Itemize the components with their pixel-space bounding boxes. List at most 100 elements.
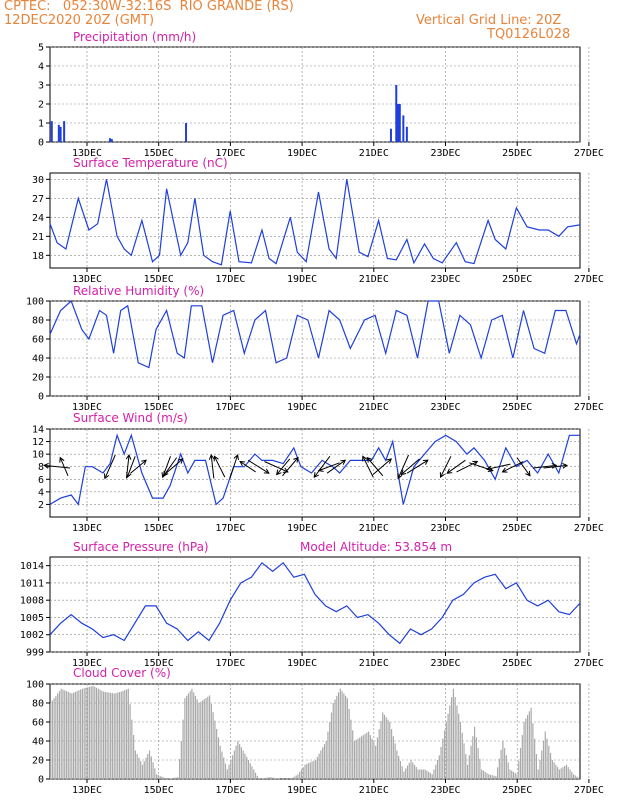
cloud-bar: [466, 764, 469, 779]
cloud-bar: [442, 738, 444, 779]
precip-title: Precipitation (mm/h): [73, 30, 196, 44]
wind-arrow-head: [282, 467, 289, 473]
cloud-bar: [472, 736, 474, 779]
precip-bar: [389, 128, 392, 142]
cloud-bar: [569, 769, 571, 779]
cloud-bar: [364, 733, 366, 779]
cloud-bar: [565, 764, 568, 779]
cloud-bar: [368, 731, 370, 779]
temp-title: Surface Temperature (nC): [73, 156, 228, 170]
cloud-bar: [88, 686, 91, 779]
cloud-bar: [343, 693, 345, 779]
wind-arrow-head: [422, 459, 429, 465]
temp-xtick-label: 23DEC: [430, 274, 460, 285]
cloud-bar: [131, 719, 133, 779]
cloud-bar: [541, 750, 543, 779]
cloud-bar: [445, 722, 447, 779]
cloud-bar: [387, 719, 389, 779]
cloud-bar: [242, 750, 244, 779]
cloud-bar: [125, 689, 128, 779]
cloud-bar: [81, 688, 83, 779]
cloud-bar: [403, 771, 405, 779]
temp-xtick-label: 27DEC: [574, 274, 604, 285]
wind-xtick-label: 25DEC: [502, 523, 532, 534]
precip-ytick-label: 5: [38, 43, 44, 54]
cloud-bar: [488, 774, 490, 779]
cloud-bar: [408, 762, 410, 779]
cloud-bar: [537, 769, 539, 779]
cloud-bar: [560, 768, 562, 779]
cloud-bar: [173, 777, 175, 779]
wind-arrow: [366, 457, 384, 477]
wind-arrow-head: [340, 459, 347, 465]
cloud-bar: [518, 761, 520, 779]
wind-arrow-head: [263, 468, 270, 474]
cloud-bar: [297, 774, 299, 779]
cloud-bar: [548, 745, 550, 779]
wind-xtick-label: 23DEC: [430, 523, 460, 534]
cloud-bar: [214, 720, 216, 779]
cloud-bar: [553, 762, 555, 779]
wind-arrow: [486, 463, 511, 470]
cloud-bar: [267, 777, 269, 779]
header-line2-right: TQ0126L028: [487, 27, 571, 42]
cloud-bar: [108, 692, 110, 779]
precip-xtick-label: 21DEC: [359, 148, 389, 159]
cloud-xtick-label: 23DEC: [430, 785, 460, 796]
cloud-bar: [542, 741, 545, 779]
cloud-bar: [562, 767, 564, 779]
cloud-bar: [371, 738, 373, 779]
cloud-bar: [309, 762, 311, 779]
cloud-bar: [187, 693, 189, 779]
press-ytick-label: 1002: [20, 630, 44, 641]
cloud-bar: [382, 712, 384, 779]
cloud-bar: [452, 688, 454, 779]
press-xtick-label: 13DEC: [72, 658, 102, 669]
wind-arrow-head: [233, 454, 240, 461]
cloud-bar: [244, 753, 246, 779]
wind-arrow-head: [213, 455, 219, 462]
cloud-bar: [159, 775, 161, 779]
cloud-bar: [419, 769, 421, 779]
press-xtick-label: 19DEC: [287, 658, 317, 669]
rh-xtick-label: 17DEC: [215, 402, 245, 413]
cloud-bar: [270, 777, 273, 779]
cloud-bar: [141, 764, 144, 779]
press-ytick-label: 1005: [20, 613, 44, 624]
cloud-bar: [263, 778, 265, 779]
cloud-bar: [237, 741, 239, 779]
rh-xtick-label: 25DEC: [502, 402, 532, 413]
wind-arrow: [313, 456, 331, 478]
cloud-bar: [477, 748, 479, 779]
header-line2-left: 12DEC2020 20Z (GMT): [4, 13, 155, 28]
cloud-bar: [334, 699, 336, 779]
wind-arrow: [59, 457, 69, 477]
cloud-bar: [246, 756, 248, 779]
cloud-bar: [447, 713, 449, 779]
cloud-bar: [253, 769, 255, 779]
wind-ytick-label: 4: [38, 487, 44, 498]
cloud-bar: [527, 714, 529, 779]
wind-arrow-head: [43, 463, 49, 469]
cloud-bar: [320, 750, 322, 779]
cloud-bar: [528, 711, 530, 779]
cloud-bar: [85, 687, 87, 779]
cloud-bar: [362, 735, 364, 779]
cloud-bar: [555, 764, 557, 779]
wind-arrow-head: [293, 456, 299, 463]
cloud-bar: [272, 777, 274, 779]
rh-xtick-label: 13DEC: [72, 402, 102, 413]
cloud-bar: [276, 778, 278, 779]
cloud-bar: [156, 774, 158, 779]
press-xtick-label: 21DEC: [359, 658, 389, 669]
cloud-bar: [55, 695, 57, 779]
wind-arrow-head: [366, 456, 373, 463]
cloud-bar: [60, 688, 62, 779]
cloud-bar: [72, 692, 75, 779]
rh-ytick-label: 0: [38, 392, 44, 403]
cloud-bar: [154, 768, 156, 779]
press-frame: [49, 556, 581, 653]
cloud-bar: [525, 718, 527, 779]
cloud-bar: [413, 764, 416, 779]
cloud-bar: [433, 769, 435, 779]
